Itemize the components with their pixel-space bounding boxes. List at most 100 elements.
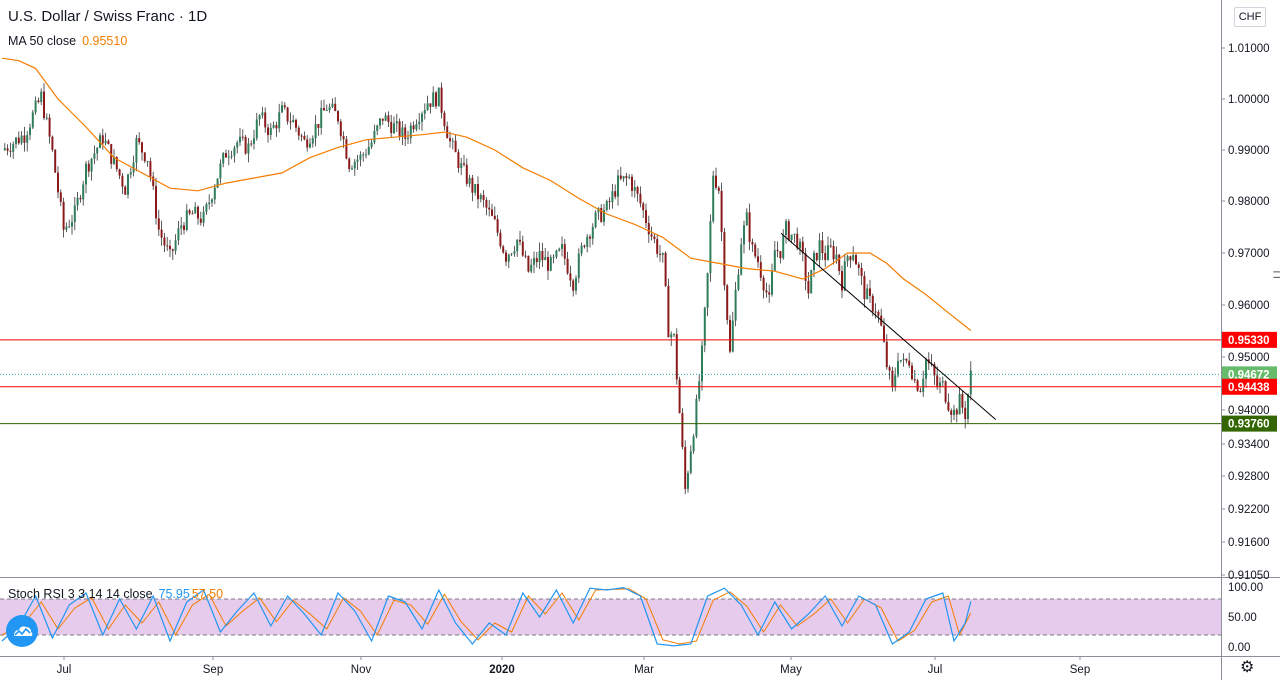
candle-body [68, 226, 71, 228]
stoch-legend[interactable]: Stoch RSI 3 3 14 14 close 75.95 57.50 [8, 587, 223, 601]
candle-body [9, 150, 12, 152]
candle-body [751, 242, 754, 245]
candle-body [317, 124, 320, 128]
candle-body [821, 240, 824, 254]
candle-body [155, 186, 157, 219]
candle-body [622, 176, 625, 179]
candle-body [703, 307, 706, 346]
candle-body [418, 121, 421, 125]
candle-body [591, 227, 594, 239]
candle-body [449, 138, 451, 142]
candle-body [852, 255, 855, 261]
candle-body [785, 221, 787, 236]
candle-body [460, 163, 463, 169]
candle-body [527, 255, 530, 272]
candle-body [283, 105, 286, 108]
candle-body [48, 117, 51, 137]
candle-body [365, 154, 367, 156]
level-label-1: 0.94438 [1228, 382, 1270, 394]
candle-body [519, 239, 521, 242]
candle-body [309, 143, 311, 148]
symbol-title[interactable]: U.S. Dollar / Swiss Franc · 1D [8, 8, 208, 25]
candle-body [90, 158, 93, 172]
candle-body [135, 138, 138, 163]
candle-body [939, 382, 941, 387]
price-tick-label: 0.91050 [1228, 570, 1270, 582]
candle-body [866, 288, 869, 300]
candle-body [586, 236, 589, 247]
candle-body [79, 197, 82, 200]
candle-body [342, 136, 345, 140]
candle-body [869, 288, 871, 296]
candle-body [969, 370, 972, 395]
candle-body [619, 175, 622, 179]
candle-body [530, 264, 533, 272]
candle-body [85, 163, 87, 185]
candles [3, 82, 972, 495]
candle-body [524, 255, 527, 257]
candle-body [348, 158, 351, 170]
candle-body [897, 361, 899, 376]
stoch-tick-label: 100.00 [1228, 582, 1263, 594]
candle-body [510, 253, 513, 255]
candle-body [426, 103, 429, 111]
candle-body [855, 255, 857, 265]
time-axis[interactable]: Jul Sep Nov 2020 Mar May Jul Sep [57, 656, 1091, 676]
candle-body [558, 248, 561, 251]
candle-body [516, 239, 519, 252]
candle-body [891, 370, 894, 387]
candle-body [729, 319, 731, 352]
candle-body [625, 176, 628, 178]
candle-body [687, 472, 689, 489]
candle-body [62, 201, 65, 230]
stoch-tick-label: 50.00 [1228, 612, 1257, 624]
ma-label: MA 50 close [8, 34, 77, 48]
candle-body [295, 119, 297, 128]
candle-body [776, 250, 779, 252]
candle-body [127, 174, 129, 195]
time-tick-label: Sep [203, 664, 223, 676]
candle-body [471, 177, 474, 193]
candle-body [43, 91, 45, 118]
candle-body [71, 222, 73, 227]
candle-body [566, 258, 569, 274]
candle-body [65, 226, 68, 230]
candle-body [829, 245, 832, 247]
candle-body [967, 394, 969, 419]
candle-body [544, 257, 547, 261]
stoch-k-line [1, 586, 972, 647]
candle-body [51, 136, 54, 150]
price-axis[interactable]: 1.01000 1.00000 0.99000 0.98000 0.97000 0.960… [1221, 43, 1277, 654]
candle-body [311, 138, 314, 144]
candle-body [617, 175, 619, 197]
candle-body [561, 244, 563, 249]
settings-gear-icon[interactable]: ⚙ [1240, 659, 1255, 676]
candle-body [370, 142, 373, 147]
ma-legend[interactable]: MA 50 close 0.95510 [8, 34, 127, 48]
candle-body [647, 222, 650, 235]
candle-body [113, 156, 115, 164]
candle-body [633, 187, 636, 191]
candle-body [790, 234, 793, 241]
candle-body [580, 245, 583, 254]
candle-body [488, 207, 491, 210]
candle-body [670, 334, 673, 338]
candle-body [269, 127, 272, 136]
currency-button[interactable]: CHF [1234, 7, 1266, 27]
candle-body [841, 271, 843, 291]
candle-body [575, 278, 577, 291]
candle-body [328, 106, 331, 111]
tradingview-logo-icon[interactable] [6, 615, 38, 647]
candle-body [535, 258, 538, 263]
candle-body [650, 234, 653, 237]
candle-body [37, 100, 40, 102]
candle-body [320, 108, 323, 128]
price-tick-label: 0.93400 [1228, 439, 1270, 451]
candle-body [351, 168, 353, 170]
time-tick-label: 2020 [489, 664, 515, 676]
scroll-handle-icon[interactable]: ⊃ [1272, 266, 1280, 282]
candle-body [362, 154, 365, 156]
candle-body [673, 334, 675, 336]
candle-body [345, 139, 348, 159]
